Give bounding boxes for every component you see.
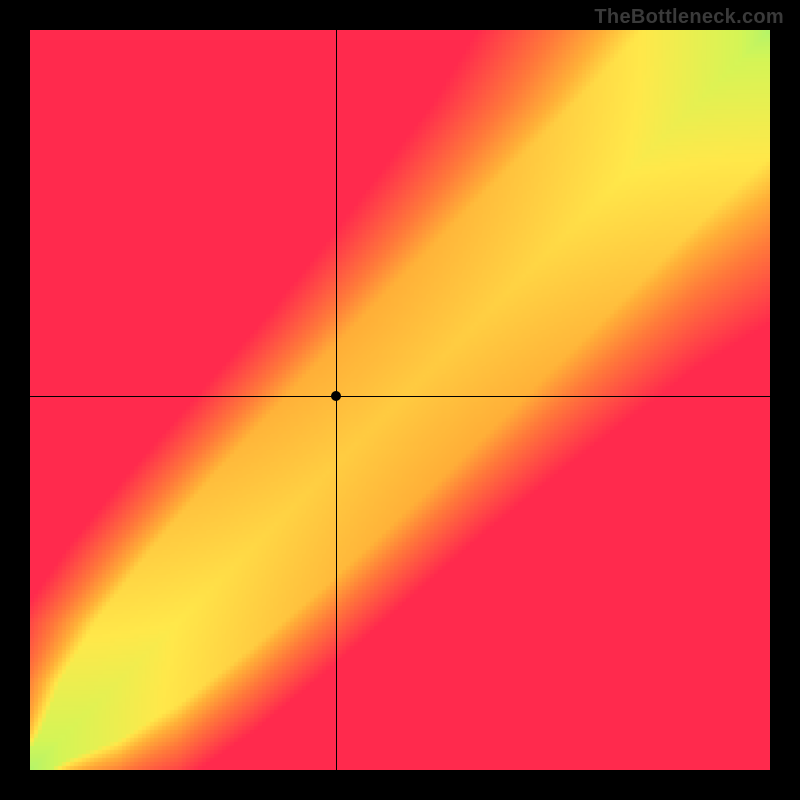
plot-area	[30, 30, 770, 770]
watermark-text: TheBottleneck.com	[594, 6, 784, 29]
crosshair-marker	[331, 391, 341, 401]
chart-frame: TheBottleneck.com	[0, 0, 800, 800]
crosshair-horizontal	[30, 396, 770, 397]
heatmap-canvas	[30, 30, 770, 770]
